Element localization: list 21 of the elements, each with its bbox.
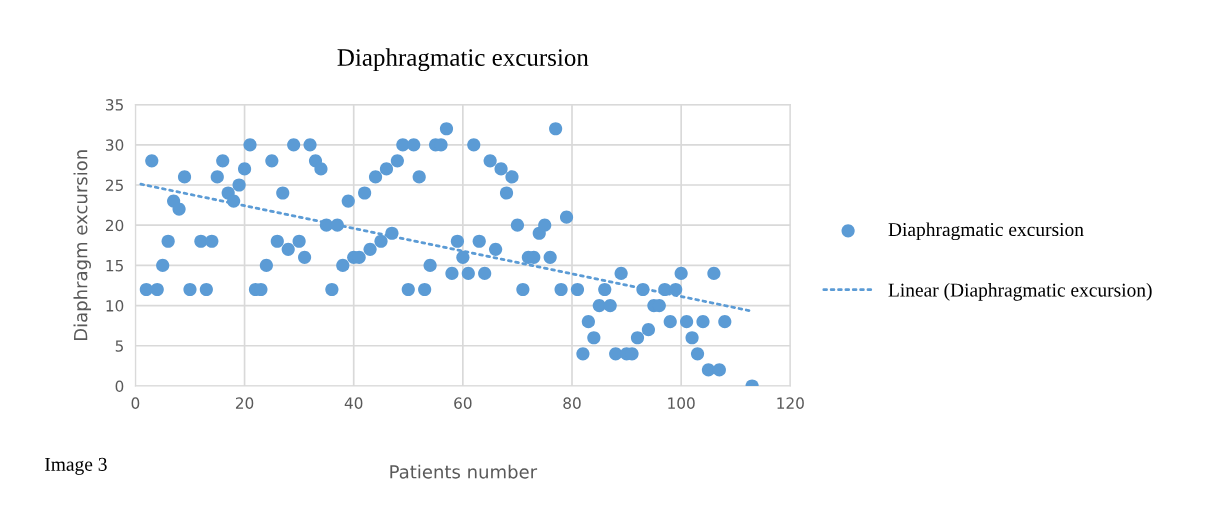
y-tick-label: 25 [105, 179, 123, 192]
x-tick-label: 120 [777, 397, 804, 409]
y-tick-label: 0 [115, 380, 124, 392]
y-tick-label: 35 [106, 99, 123, 111]
x-axis-title: Patients number [390, 464, 538, 479]
text: Image 3 [45, 457, 107, 475]
y-axis-title: Diaphragm excursion [73, 150, 91, 341]
x-tick-label: 20 [235, 397, 254, 409]
y-tick-label: 5 [115, 340, 123, 352]
legend-label: Linear (Diaphragmatic excursion) [888, 283, 1152, 301]
x-tick-label: 80 [563, 397, 581, 409]
x-tick-label: 0 [131, 397, 140, 409]
y-tick-label: 15 [106, 260, 123, 272]
y-tick-label: 10 [106, 300, 124, 312]
x-tick-label: 60 [454, 397, 472, 409]
y-tick-label: 20 [105, 219, 124, 232]
y-tick-label: 30 [106, 139, 124, 151]
x-tick-label: 40 [344, 397, 363, 409]
legend-label: Diaphragmatic excursion [888, 222, 1084, 241]
x-tick-label: 100 [668, 397, 695, 409]
chart-title: Diaphragmatic excursion [337, 48, 589, 72]
